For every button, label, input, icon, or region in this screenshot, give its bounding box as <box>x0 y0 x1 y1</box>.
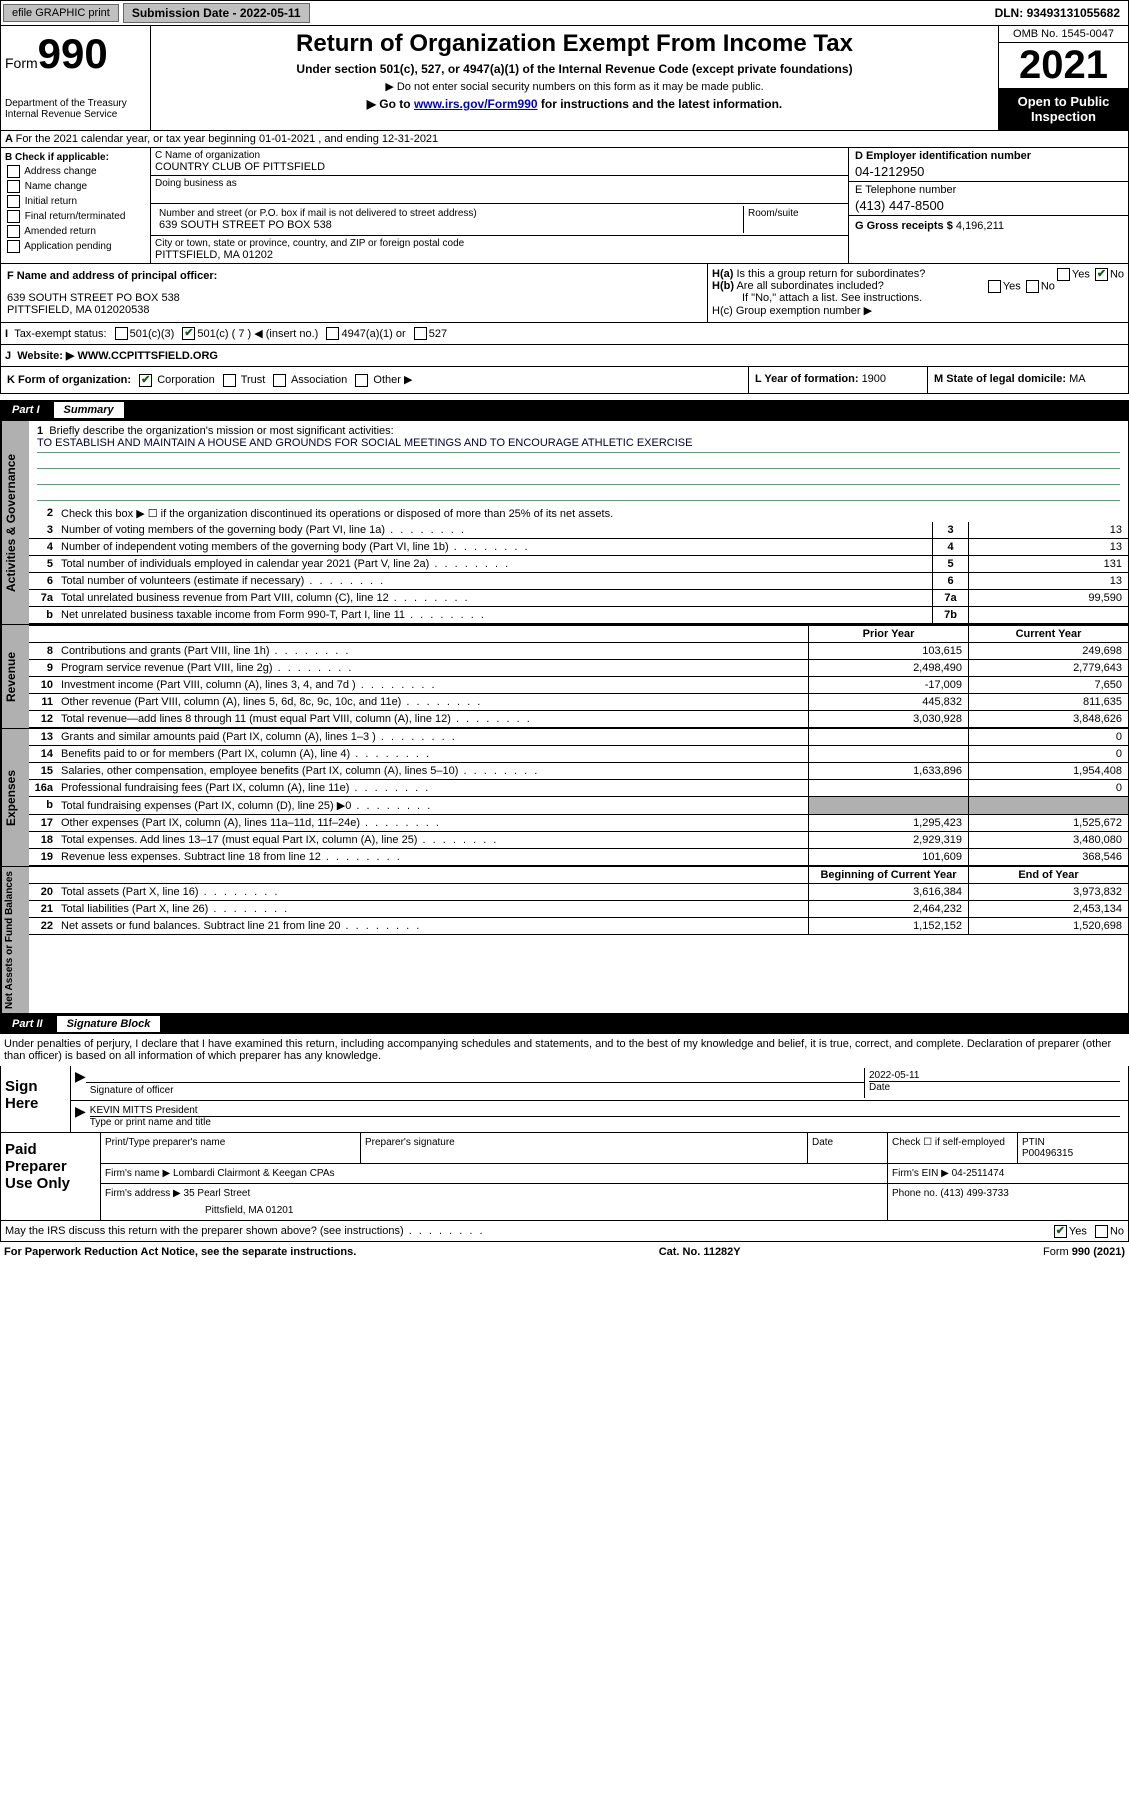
part-i-bar: Part I Summary <box>0 400 1129 420</box>
chk-address-change[interactable]: Address change <box>5 165 146 178</box>
governance-row: bNet unrelated business taxable income f… <box>29 607 1128 624</box>
signature-intro: Under penalties of perjury, I declare th… <box>0 1034 1129 1066</box>
paid-preparer-block: Paid Preparer Use Only Print/Type prepar… <box>0 1133 1129 1221</box>
ein: 04-1212950 <box>855 164 1122 179</box>
governance-row: 7aTotal unrelated business revenue from … <box>29 590 1128 607</box>
line-k: K Form of organization: Corporation Trus… <box>0 367 1129 394</box>
year-formation: 1900 <box>862 373 886 385</box>
org-name: COUNTRY CLUB OF PITTSFIELD <box>155 161 844 173</box>
data-row: 11Other revenue (Part VIII, column (A), … <box>29 694 1128 711</box>
data-row: 21Total liabilities (Part X, line 26)2,4… <box>29 901 1128 918</box>
part-i-netassets: Net Assets or Fund Balances Beginning of… <box>0 867 1129 1014</box>
officer-name: KEVIN MITTS President <box>90 1105 1120 1116</box>
chk-name-change[interactable]: Name change <box>5 180 146 193</box>
gross-receipts: 4,196,211 <box>956 220 1004 232</box>
org-city: PITTSFIELD, MA 01202 <box>155 249 844 261</box>
governance-row: 3Number of voting members of the governi… <box>29 522 1128 539</box>
firm-address: 35 Pearl Street <box>184 1188 251 1199</box>
part-ii-bar: Part II Signature Block <box>0 1014 1129 1034</box>
data-row: 13Grants and similar amounts paid (Part … <box>29 729 1128 746</box>
line-j: J Website: ▶ WWW.CCPITTSFIELD.ORG <box>0 345 1129 367</box>
part-i-governance: Activities & Governance 1 Briefly descri… <box>0 420 1129 625</box>
part-i-expenses: Expenses 13Grants and similar amounts pa… <box>0 729 1129 867</box>
dln: DLN: 93493131055682 <box>987 4 1128 22</box>
line-a: A For the 2021 calendar year, or tax yea… <box>0 131 1129 148</box>
tax-year: 2021 <box>999 43 1128 88</box>
line-f-h: F Name and address of principal officer:… <box>0 264 1129 323</box>
form-note-1: ▶ Do not enter social security numbers o… <box>155 80 994 93</box>
data-row: 10Investment income (Part VIII, column (… <box>29 677 1128 694</box>
org-address: 639 SOUTH STREET PO BOX 538 <box>159 219 739 231</box>
block-bcd: B Check if applicable: Address change Na… <box>0 148 1129 264</box>
omb-number: OMB No. 1545-0047 <box>999 26 1128 43</box>
data-row: bTotal fundraising expenses (Part IX, co… <box>29 797 1128 815</box>
telephone: (413) 447-8500 <box>855 198 1122 213</box>
chk-amended-return[interactable]: Amended return <box>5 225 146 238</box>
data-row: 22Net assets or fund balances. Subtract … <box>29 918 1128 935</box>
firm-name: Lombardi Clairmont & Keegan CPAs <box>173 1168 335 1179</box>
submission-date: Submission Date - 2022-05-11 <box>123 3 310 23</box>
public-inspection: Open to Public Inspection <box>999 88 1128 130</box>
firm-ein: 04-2511474 <box>952 1168 1005 1179</box>
line-i: I Tax-exempt status: 501(c)(3) 501(c) ( … <box>0 323 1129 345</box>
form-subtitle: Under section 501(c), 527, or 4947(a)(1)… <box>155 62 994 76</box>
signature-date: 2022-05-11 <box>869 1070 1120 1081</box>
data-row: 18Total expenses. Add lines 13–17 (must … <box>29 832 1128 849</box>
sign-here-block: Sign Here ▶ Signature of officer 2022-05… <box>0 1066 1129 1133</box>
form-link-line: ▶ Go to www.irs.gov/Form990 for instruct… <box>155 97 994 111</box>
ptin: P00496315 <box>1022 1148 1073 1159</box>
h-b: H(b) Are all subordinates included? Yes … <box>712 280 1124 292</box>
efile-print-button[interactable]: efile GRAPHIC print <box>3 4 119 22</box>
data-row: 9Program service revenue (Part VIII, lin… <box>29 660 1128 677</box>
firm-phone: (413) 499-3733 <box>940 1188 1008 1199</box>
data-row: 19Revenue less expenses. Subtract line 1… <box>29 849 1128 866</box>
footer: For Paperwork Reduction Act Notice, see … <box>0 1242 1129 1262</box>
chk-final-return[interactable]: Final return/terminated <box>5 210 146 223</box>
form-header: Form990 Department of the Treasury Inter… <box>0 26 1129 131</box>
data-row: 12Total revenue—add lines 8 through 11 (… <box>29 711 1128 728</box>
discuss-line: May the IRS discuss this return with the… <box>0 1221 1129 1242</box>
part-i-revenue: Revenue Prior Year Current Year 8Contrib… <box>0 625 1129 729</box>
department: Department of the Treasury Internal Reve… <box>5 98 146 120</box>
chk-application-pending[interactable]: Application pending <box>5 240 146 253</box>
data-row: 20Total assets (Part X, line 16)3,616,38… <box>29 884 1128 901</box>
form-number: Form990 <box>5 30 146 78</box>
governance-row: 6Total number of volunteers (estimate if… <box>29 573 1128 590</box>
data-row: 16aProfessional fundraising fees (Part I… <box>29 780 1128 797</box>
col-d: D Employer identification number 04-1212… <box>848 148 1128 263</box>
h-c: H(c) Group exemption number ▶ <box>712 304 1124 317</box>
data-row: 17Other expenses (Part IX, column (A), l… <box>29 815 1128 832</box>
chk-initial-return[interactable]: Initial return <box>5 195 146 208</box>
form-title: Return of Organization Exempt From Incom… <box>155 30 994 58</box>
data-row: 14Benefits paid to or for members (Part … <box>29 746 1128 763</box>
data-row: 15Salaries, other compensation, employee… <box>29 763 1128 780</box>
col-c: C Name of organization COUNTRY CLUB OF P… <box>151 148 848 263</box>
topbar: efile GRAPHIC print Submission Date - 20… <box>0 0 1129 26</box>
h-a: H(a) Is this a group return for subordin… <box>712 268 1124 280</box>
col-b: B Check if applicable: Address change Na… <box>1 148 151 263</box>
governance-row: 4Number of independent voting members of… <box>29 539 1128 556</box>
irs-link[interactable]: www.irs.gov/Form990 <box>414 97 538 111</box>
website: WWW.CCPITTSFIELD.ORG <box>77 350 218 362</box>
governance-row: 5Total number of individuals employed in… <box>29 556 1128 573</box>
data-row: 8Contributions and grants (Part VIII, li… <box>29 643 1128 660</box>
state-domicile: MA <box>1069 373 1086 385</box>
mission-text: TO ESTABLISH AND MAINTAIN A HOUSE AND GR… <box>37 437 1120 453</box>
officer-address: 639 SOUTH STREET PO BOX 538 PITTSFIELD, … <box>7 292 701 316</box>
